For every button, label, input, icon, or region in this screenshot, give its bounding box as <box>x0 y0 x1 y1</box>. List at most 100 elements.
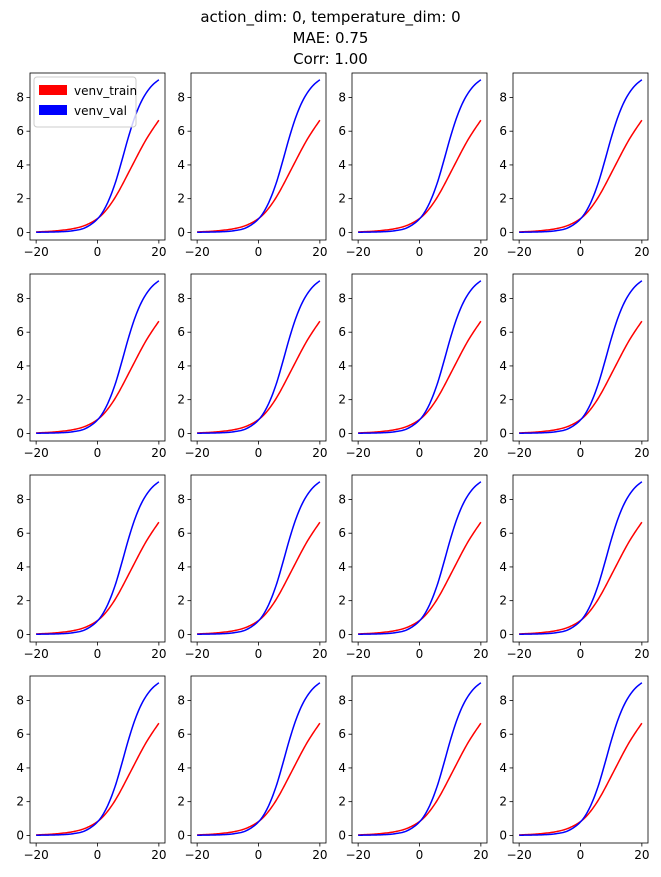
legend-swatch-venv_val <box>39 105 67 115</box>
x-tick-label: −20 <box>184 647 209 661</box>
x-tick-label: 20 <box>634 848 649 862</box>
axes-frame <box>190 675 327 844</box>
series-line-venv_val <box>358 79 482 233</box>
y-tick-label: 0 <box>499 627 507 641</box>
subplot-r3-c1: −20 0 20 0 2 4 6 8 <box>16 474 167 661</box>
y-tick-label: 4 <box>177 158 185 172</box>
y-tick-label: 4 <box>338 359 346 373</box>
y-tick-label: 0 <box>16 828 24 842</box>
subplot-r2-c3: −20 0 20 0 2 4 6 8 <box>338 273 489 460</box>
y-tick-label: 4 <box>338 158 346 172</box>
y-tick-label: 8 <box>338 291 346 305</box>
y-tick-label: 6 <box>338 124 346 138</box>
series-line-venv_train <box>36 722 160 836</box>
series-line-venv_train <box>519 119 643 233</box>
x-tick-label: −20 <box>23 848 48 862</box>
y-tick-label: 8 <box>338 693 346 707</box>
y-tick-label: 4 <box>16 359 24 373</box>
y-tick-label: 8 <box>16 492 24 506</box>
x-tick-label: 0 <box>577 245 585 259</box>
y-tick-label: 6 <box>16 727 24 741</box>
axes-frame <box>351 72 488 241</box>
y-tick-label: 8 <box>177 291 185 305</box>
y-tick-label: 4 <box>177 560 185 574</box>
x-tick-label: 0 <box>577 647 585 661</box>
x-tick-label: 20 <box>151 245 166 259</box>
axes-frame <box>190 474 327 643</box>
subplot-r4-c4: −20 0 20 0 2 4 6 8 <box>499 675 650 862</box>
subplot-r4-c1: −20 0 20 0 2 4 6 8 <box>16 675 167 862</box>
series-line-venv_train <box>519 320 643 434</box>
x-tick-label: −20 <box>506 446 531 460</box>
legend-label-venv_val: venv_val <box>74 104 127 118</box>
x-tick-label: −20 <box>23 647 48 661</box>
series-line-venv_val <box>358 280 482 434</box>
x-tick-label: 20 <box>634 245 649 259</box>
y-tick-label: 8 <box>499 492 507 506</box>
y-tick-label: 6 <box>16 526 24 540</box>
y-tick-label: 8 <box>338 90 346 104</box>
axes-frame <box>351 675 488 844</box>
series-line-venv_train <box>36 119 160 233</box>
y-tick-label: 8 <box>177 693 185 707</box>
y-tick-label: 0 <box>338 627 346 641</box>
subplot-r1-c4: −20 0 20 0 2 4 6 8 <box>499 72 650 259</box>
x-tick-label: 0 <box>255 245 263 259</box>
series-line-venv_val <box>36 79 160 233</box>
subplot-r1-c1: −20 0 20 0 2 4 6 8 venv_train venv_val <box>16 72 167 259</box>
x-tick-label: 20 <box>312 647 327 661</box>
x-tick-label: 0 <box>416 446 424 460</box>
x-tick-label: 20 <box>473 245 488 259</box>
series-line-venv_val <box>36 280 160 434</box>
x-tick-label: 20 <box>473 446 488 460</box>
x-tick-label: −20 <box>23 245 48 259</box>
x-tick-label: −20 <box>23 446 48 460</box>
x-tick-label: 20 <box>151 848 166 862</box>
y-tick-label: 4 <box>499 359 507 373</box>
y-tick-label: 8 <box>177 90 185 104</box>
x-tick-label: −20 <box>506 245 531 259</box>
y-tick-label: 0 <box>16 426 24 440</box>
x-tick-label: 20 <box>634 647 649 661</box>
series-line-venv_val <box>519 280 643 434</box>
subplot-r2-c1: −20 0 20 0 2 4 6 8 <box>16 273 167 460</box>
x-tick-label: 0 <box>577 446 585 460</box>
series-line-venv_train <box>519 521 643 635</box>
subplot-r2-c2: −20 0 20 0 2 4 6 8 <box>177 273 328 460</box>
legend-swatch-venv_train <box>39 85 67 95</box>
y-tick-label: 4 <box>16 560 24 574</box>
y-tick-label: 8 <box>338 492 346 506</box>
y-tick-label: 8 <box>16 291 24 305</box>
axes-frame <box>29 273 166 442</box>
axes-frame <box>351 474 488 643</box>
axes-frame <box>190 72 327 241</box>
y-tick-label: 0 <box>177 426 185 440</box>
y-tick-label: 2 <box>338 192 346 206</box>
y-tick-label: 2 <box>177 594 185 608</box>
y-tick-label: 6 <box>177 526 185 540</box>
axes-frame <box>512 675 649 844</box>
y-tick-label: 0 <box>499 225 507 239</box>
y-tick-label: 0 <box>338 426 346 440</box>
x-tick-label: 20 <box>634 446 649 460</box>
axes-frame <box>29 474 166 643</box>
x-tick-label: 0 <box>94 848 102 862</box>
series-line-venv_train <box>36 521 160 635</box>
series-line-venv_val <box>358 481 482 635</box>
x-tick-label: 20 <box>151 446 166 460</box>
y-tick-label: 2 <box>16 192 24 206</box>
x-tick-label: 0 <box>255 446 263 460</box>
y-tick-label: 8 <box>16 90 24 104</box>
x-tick-label: −20 <box>345 446 370 460</box>
y-tick-label: 2 <box>499 192 507 206</box>
subplot-r1-c3: −20 0 20 0 2 4 6 8 <box>338 72 489 259</box>
y-tick-label: 0 <box>499 828 507 842</box>
series-line-venv_val <box>197 682 321 836</box>
series-line-venv_train <box>36 320 160 434</box>
y-tick-label: 6 <box>499 325 507 339</box>
x-tick-label: −20 <box>506 848 531 862</box>
series-line-venv_val <box>358 682 482 836</box>
x-tick-label: 0 <box>416 848 424 862</box>
series-line-venv_train <box>358 119 482 233</box>
